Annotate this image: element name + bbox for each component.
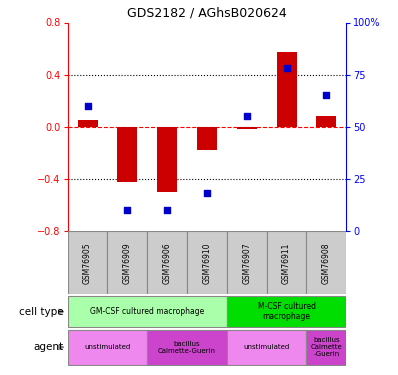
- Bar: [316, 116, 336, 127]
- Bar: [157, 127, 177, 192]
- Point: [283, 65, 290, 71]
- Bar: [306, 330, 346, 365]
- Point: [323, 92, 330, 98]
- Bar: [227, 231, 267, 294]
- Text: agent: agent: [33, 342, 64, 352]
- Bar: [78, 120, 98, 127]
- Text: cell type: cell type: [19, 307, 64, 316]
- Text: bacillus
Calmette
-Guerin: bacillus Calmette -Guerin: [310, 337, 342, 357]
- Text: GM-CSF cultured macrophage: GM-CSF cultured macrophage: [90, 307, 205, 316]
- Bar: [107, 231, 147, 294]
- Text: GSM76911: GSM76911: [282, 242, 291, 284]
- Bar: [68, 231, 107, 294]
- Text: GSM76905: GSM76905: [83, 242, 92, 284]
- Bar: [237, 127, 257, 129]
- Text: GSM76906: GSM76906: [163, 242, 172, 284]
- Bar: [117, 127, 137, 183]
- Text: unstimulated: unstimulated: [84, 344, 131, 350]
- Point: [124, 207, 131, 213]
- Text: GSM76907: GSM76907: [242, 242, 251, 284]
- Text: GSM76908: GSM76908: [322, 242, 331, 284]
- Bar: [147, 231, 187, 294]
- Bar: [227, 330, 306, 365]
- Bar: [306, 231, 346, 294]
- Bar: [227, 296, 346, 327]
- Text: unstimulated: unstimulated: [244, 344, 290, 350]
- Point: [164, 207, 170, 213]
- Text: GSM76909: GSM76909: [123, 242, 132, 284]
- Text: M-CSF cultured
macrophage: M-CSF cultured macrophage: [258, 302, 316, 321]
- Title: GDS2182 / AGhsB020624: GDS2182 / AGhsB020624: [127, 7, 287, 20]
- Point: [244, 113, 250, 119]
- Bar: [68, 330, 147, 365]
- Point: [204, 190, 210, 196]
- Bar: [187, 231, 227, 294]
- Text: GSM76910: GSM76910: [203, 242, 211, 284]
- Bar: [68, 296, 227, 327]
- Bar: [267, 231, 306, 294]
- Bar: [197, 127, 217, 150]
- Bar: [277, 53, 297, 127]
- Bar: [147, 330, 227, 365]
- Point: [84, 103, 91, 109]
- Text: bacillus
Calmette-Guerin: bacillus Calmette-Guerin: [158, 341, 216, 354]
